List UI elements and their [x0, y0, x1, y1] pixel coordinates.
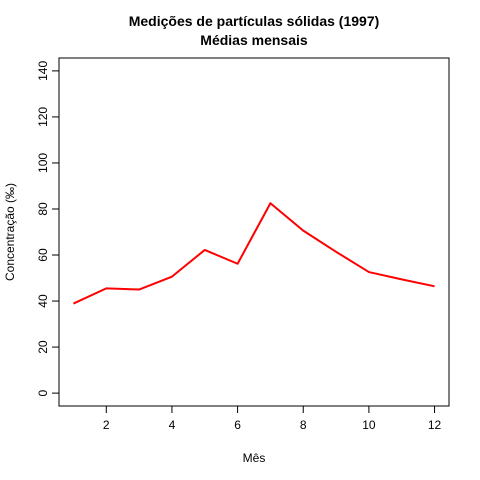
y-tick-label: 120 [36, 107, 50, 127]
x-tick-label: 10 [362, 418, 376, 432]
x-tick-label: 12 [428, 418, 442, 432]
x-tick-label: 6 [234, 418, 241, 432]
y-tick-label: 60 [36, 248, 50, 262]
chart-title: Medições de partículas sólidas (1997) [129, 13, 380, 29]
x-axis: 2 4 6 8 10 12 [103, 405, 442, 432]
y-tick-label: 40 [36, 294, 50, 308]
x-tick-label: 8 [300, 418, 307, 432]
y-tick-label: 100 [36, 153, 50, 173]
chart-subtitle: Médias mensais [200, 32, 308, 48]
y-axis: 0 20 40 60 80 100 120 140 [36, 61, 60, 396]
series-line [73, 202, 435, 305]
x-tick-label: 2 [103, 418, 110, 432]
series-layer [73, 202, 435, 305]
x-axis-label: Mês [243, 451, 266, 465]
y-tick-label: 0 [36, 389, 50, 396]
y-axis-label: Concentração (‰) [3, 183, 17, 281]
y-tick-label: 20 [36, 340, 50, 354]
x-tick-label: 4 [169, 418, 176, 432]
y-tick-label: 80 [36, 202, 50, 216]
y-tick-label: 140 [36, 61, 50, 81]
